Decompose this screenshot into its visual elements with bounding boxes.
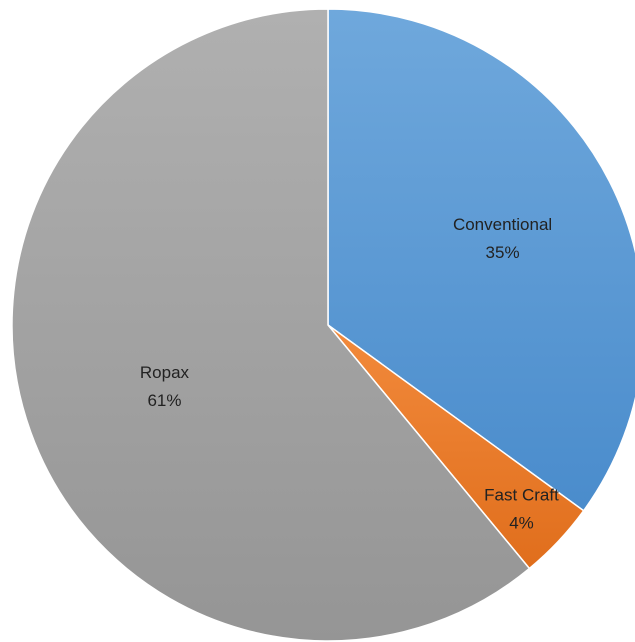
pie-slice-ropax	[11, 8, 531, 642]
slice-label-percent: 4%	[509, 514, 534, 533]
slice-label-percent: 61%	[147, 391, 181, 410]
slice-labels: Conventional 35% Fast Craft 4% Ropax 61%	[140, 215, 559, 533]
slice-label-percent: 35%	[486, 243, 520, 262]
slice-label-name: Conventional	[453, 215, 552, 234]
pie-slices	[11, 8, 635, 642]
slice-label-name: Ropax	[140, 363, 190, 382]
pie-slice-conventional	[327, 8, 635, 512]
slice-label-name: Fast Craft	[484, 486, 559, 505]
